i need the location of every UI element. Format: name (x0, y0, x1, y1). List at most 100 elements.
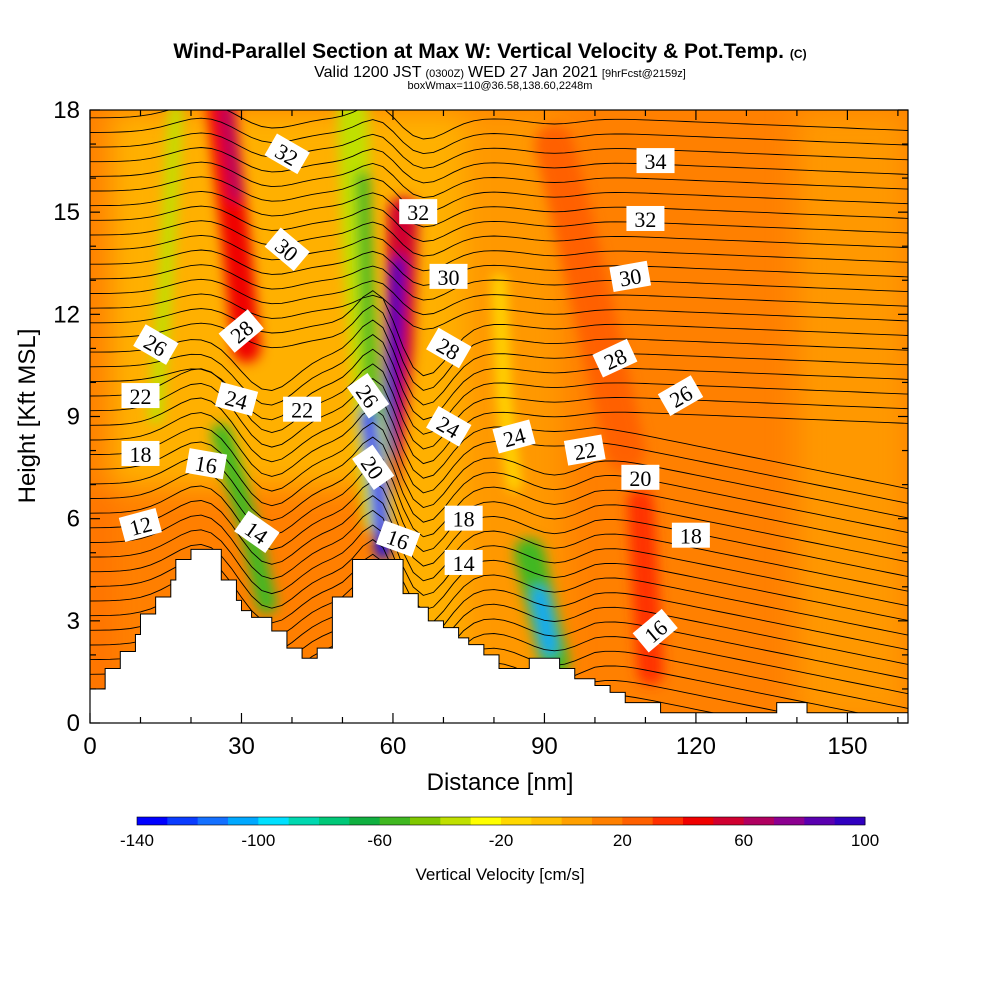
theta-contour (90, 509, 908, 607)
contour-label-bg (632, 608, 678, 653)
contour-label-text: 34 (645, 149, 667, 174)
theta-contour (90, 290, 908, 377)
colorbar-swatch (319, 817, 350, 825)
colorbar-swatch (349, 817, 381, 825)
updraft-streak (534, 124, 646, 471)
contour-label-text: 18 (129, 442, 151, 467)
theta-contour (90, 553, 908, 651)
colorbar-tick-label: -140 (120, 831, 154, 850)
contour-label-text: 32 (407, 200, 429, 225)
colorbar-swatch (713, 817, 745, 825)
contour-label: 16 (376, 520, 421, 557)
colorbar-tick-label: -20 (489, 831, 514, 850)
theta-contour (90, 495, 908, 592)
y-tick-label: 3 (67, 608, 80, 635)
contour-label: 34 (636, 148, 675, 174)
theta-contour (90, 539, 908, 636)
contour-label-bg (264, 227, 310, 272)
colorbar-swatch (410, 817, 441, 825)
colorbar-swatch (228, 817, 259, 825)
theta-contour (90, 147, 908, 184)
contour-label-text: 14 (453, 551, 475, 576)
contour-label-bg (121, 383, 160, 409)
contour-label: 14 (444, 549, 483, 576)
theta-contour (90, 278, 908, 316)
chart-subtitle: Valid 1200 JST (0300Z) WED 27 Jan 2021 [9hr… (314, 64, 686, 81)
colorbar-swatch (592, 817, 623, 825)
colorbar-tick-label: 60 (734, 831, 753, 850)
y-axis-label: Height [Kft MSL] (14, 329, 41, 504)
theta-contour (90, 249, 908, 286)
contour-label-bg (133, 324, 179, 365)
contour-label-bg (429, 263, 468, 289)
theta-contour (90, 264, 908, 301)
contour-label-bg (426, 405, 472, 447)
theta-contour (90, 117, 908, 155)
theta-contour (90, 161, 908, 199)
colorbar-swatch (137, 817, 168, 825)
y-tick-label: 9 (67, 404, 80, 431)
theta-contour (90, 465, 908, 563)
contour-label-text: 30 (617, 263, 643, 291)
contour-label-text: 30 (438, 265, 460, 290)
contour-label-text: 18 (680, 524, 702, 549)
theta-contour (90, 110, 908, 140)
x-tick-label: 120 (676, 733, 716, 760)
theta-contour (90, 176, 908, 213)
contour-label-text: 16 (193, 450, 219, 478)
contour-label-bg (185, 448, 228, 480)
contour-label: 12 (118, 508, 162, 542)
updraft-streak (220, 110, 243, 202)
colorbar-swatch (379, 817, 411, 825)
theta-contour (90, 319, 908, 406)
contour-label-text: 22 (572, 437, 598, 465)
downdraft-streak (148, 110, 183, 424)
colorbar-swatch (258, 817, 290, 825)
colorbar-title: Vertical Velocity [cm/s] (415, 865, 584, 884)
contour-label-text: 22 (291, 398, 313, 423)
y-axis: 0 3 6 9 12 15 18 (53, 97, 908, 737)
x-tick-label: 60 (380, 733, 407, 760)
contour-label: 30 (429, 263, 468, 290)
theta-contour (90, 220, 908, 257)
colorbar-swatch (288, 817, 320, 825)
contour-label-bg (671, 522, 710, 548)
theta-contour (90, 392, 908, 490)
contour-label-bg (426, 327, 472, 369)
x-tick-label: 30 (228, 733, 255, 760)
colorbar-swatch (531, 817, 563, 825)
theta-contour (90, 451, 908, 548)
contour-label: 22 (283, 396, 322, 423)
terrain-mask (89, 548, 909, 724)
theta-contour (90, 524, 908, 621)
contour-label-bg (592, 338, 638, 378)
colorbar-swatch (440, 817, 472, 825)
y-tick-label: 6 (67, 506, 80, 533)
contour-label-bg (609, 260, 652, 292)
downdraft-streak (492, 273, 522, 492)
contour-label-bg (118, 508, 162, 542)
contour-label: 18 (121, 440, 160, 467)
contour-label-bg (626, 205, 665, 231)
y-tick-label: 18 (53, 97, 80, 124)
contour-label-bg (234, 510, 280, 554)
contour-label: 16 (185, 448, 228, 480)
contour-label: 20 (621, 464, 660, 491)
contour-label-bg (218, 309, 264, 353)
theta-contour (90, 293, 908, 330)
x-axis-label: Distance [nm] (427, 769, 574, 796)
contour-label-bg (264, 133, 310, 175)
terrain (89, 548, 909, 724)
contour-label-text: 22 (129, 384, 151, 409)
theta-contour (90, 421, 908, 519)
contour-label-bg (492, 419, 536, 454)
downdraft-streak (532, 586, 557, 656)
colorbar-swatch (197, 817, 229, 825)
contour-label-bg (563, 434, 606, 466)
contour-label: 18 (444, 505, 483, 532)
y-tick-label: 15 (53, 199, 80, 226)
contour-label-bg (636, 148, 675, 174)
colorbar-tick-label: 20 (613, 831, 632, 850)
x-tick-label: 90 (531, 733, 558, 760)
